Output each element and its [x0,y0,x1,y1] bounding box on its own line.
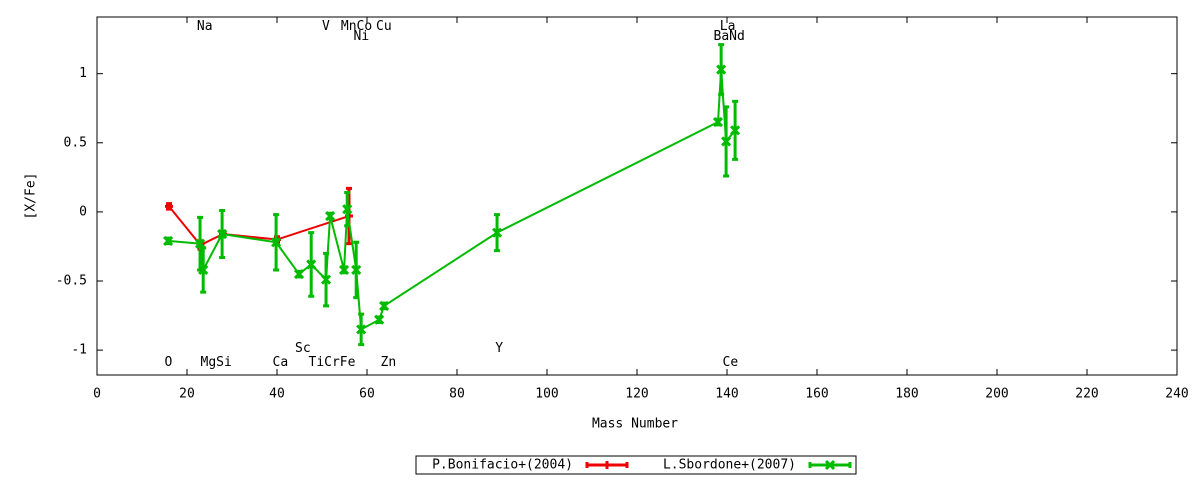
element-label: MnCo [341,19,372,34]
data-point [306,259,317,270]
data-point [716,64,727,75]
element-label: Zn [381,355,397,370]
x-tick-label: 140 [715,387,738,402]
data-point [320,274,332,285]
data-point [342,204,353,215]
x-tick-label: 20 [179,387,195,402]
x-tick-label: 120 [625,387,648,402]
legend-marker [603,461,611,469]
legend-box [415,455,857,475]
x-tick-label: 240 [1165,387,1188,402]
data-point [163,235,174,246]
data-point [721,136,732,147]
element-label: Na [197,19,213,34]
data-point [217,228,228,240]
y-tick-label: -1 [71,343,87,358]
x-tick-label: 0 [93,387,101,402]
legend-marker [824,459,836,471]
x-tick-label: 40 [269,387,285,402]
plot-frame [96,16,1178,376]
element-label: Ca [273,355,289,370]
element-label: TiCrFe [309,355,356,370]
data-point [271,237,282,248]
data-point [351,264,362,276]
series-line [168,69,736,331]
data-point [374,314,385,325]
x-tick-label: 200 [985,387,1008,402]
legend-label: P.Bonifacio+(2004) [432,458,573,473]
element-label: MgSi [201,355,232,370]
data-point [165,202,173,211]
element-label: V [322,19,330,34]
element-label: Cu [376,19,392,34]
data-point [730,125,741,136]
element-label: Ni [354,29,370,44]
x-tick-label: 180 [895,387,918,402]
x-tick-label: 80 [449,387,465,402]
y-tick-label: 0 [79,204,87,219]
x-tick-label: 100 [535,387,558,402]
y-tick-label: 0.5 [64,135,87,150]
x-axis-label: Mass Number [592,417,678,432]
data-point [198,264,209,276]
y-tick-label: -0.5 [56,274,87,289]
element-label: Ce [723,355,739,370]
element-label: Sc [295,341,311,356]
data-point [325,210,336,222]
data-point [712,116,724,128]
x-tick-label: 160 [805,387,828,402]
data-point [379,300,390,311]
element-label: La [720,19,736,34]
data-point [293,269,305,280]
y-axis-label: [X/Fe] [24,173,39,220]
data-point [338,264,350,276]
x-tick-label: 60 [359,387,375,402]
element-label: Y [495,341,503,356]
element-label: BaNd [714,29,745,44]
x-tick-label: 220 [1075,387,1098,402]
legend-label: L.Sbordone+(2007) [663,458,796,473]
data-point [356,324,367,335]
data-point [491,227,503,238]
y-tick-label: 1 [79,66,87,81]
element-label: O [165,355,173,370]
